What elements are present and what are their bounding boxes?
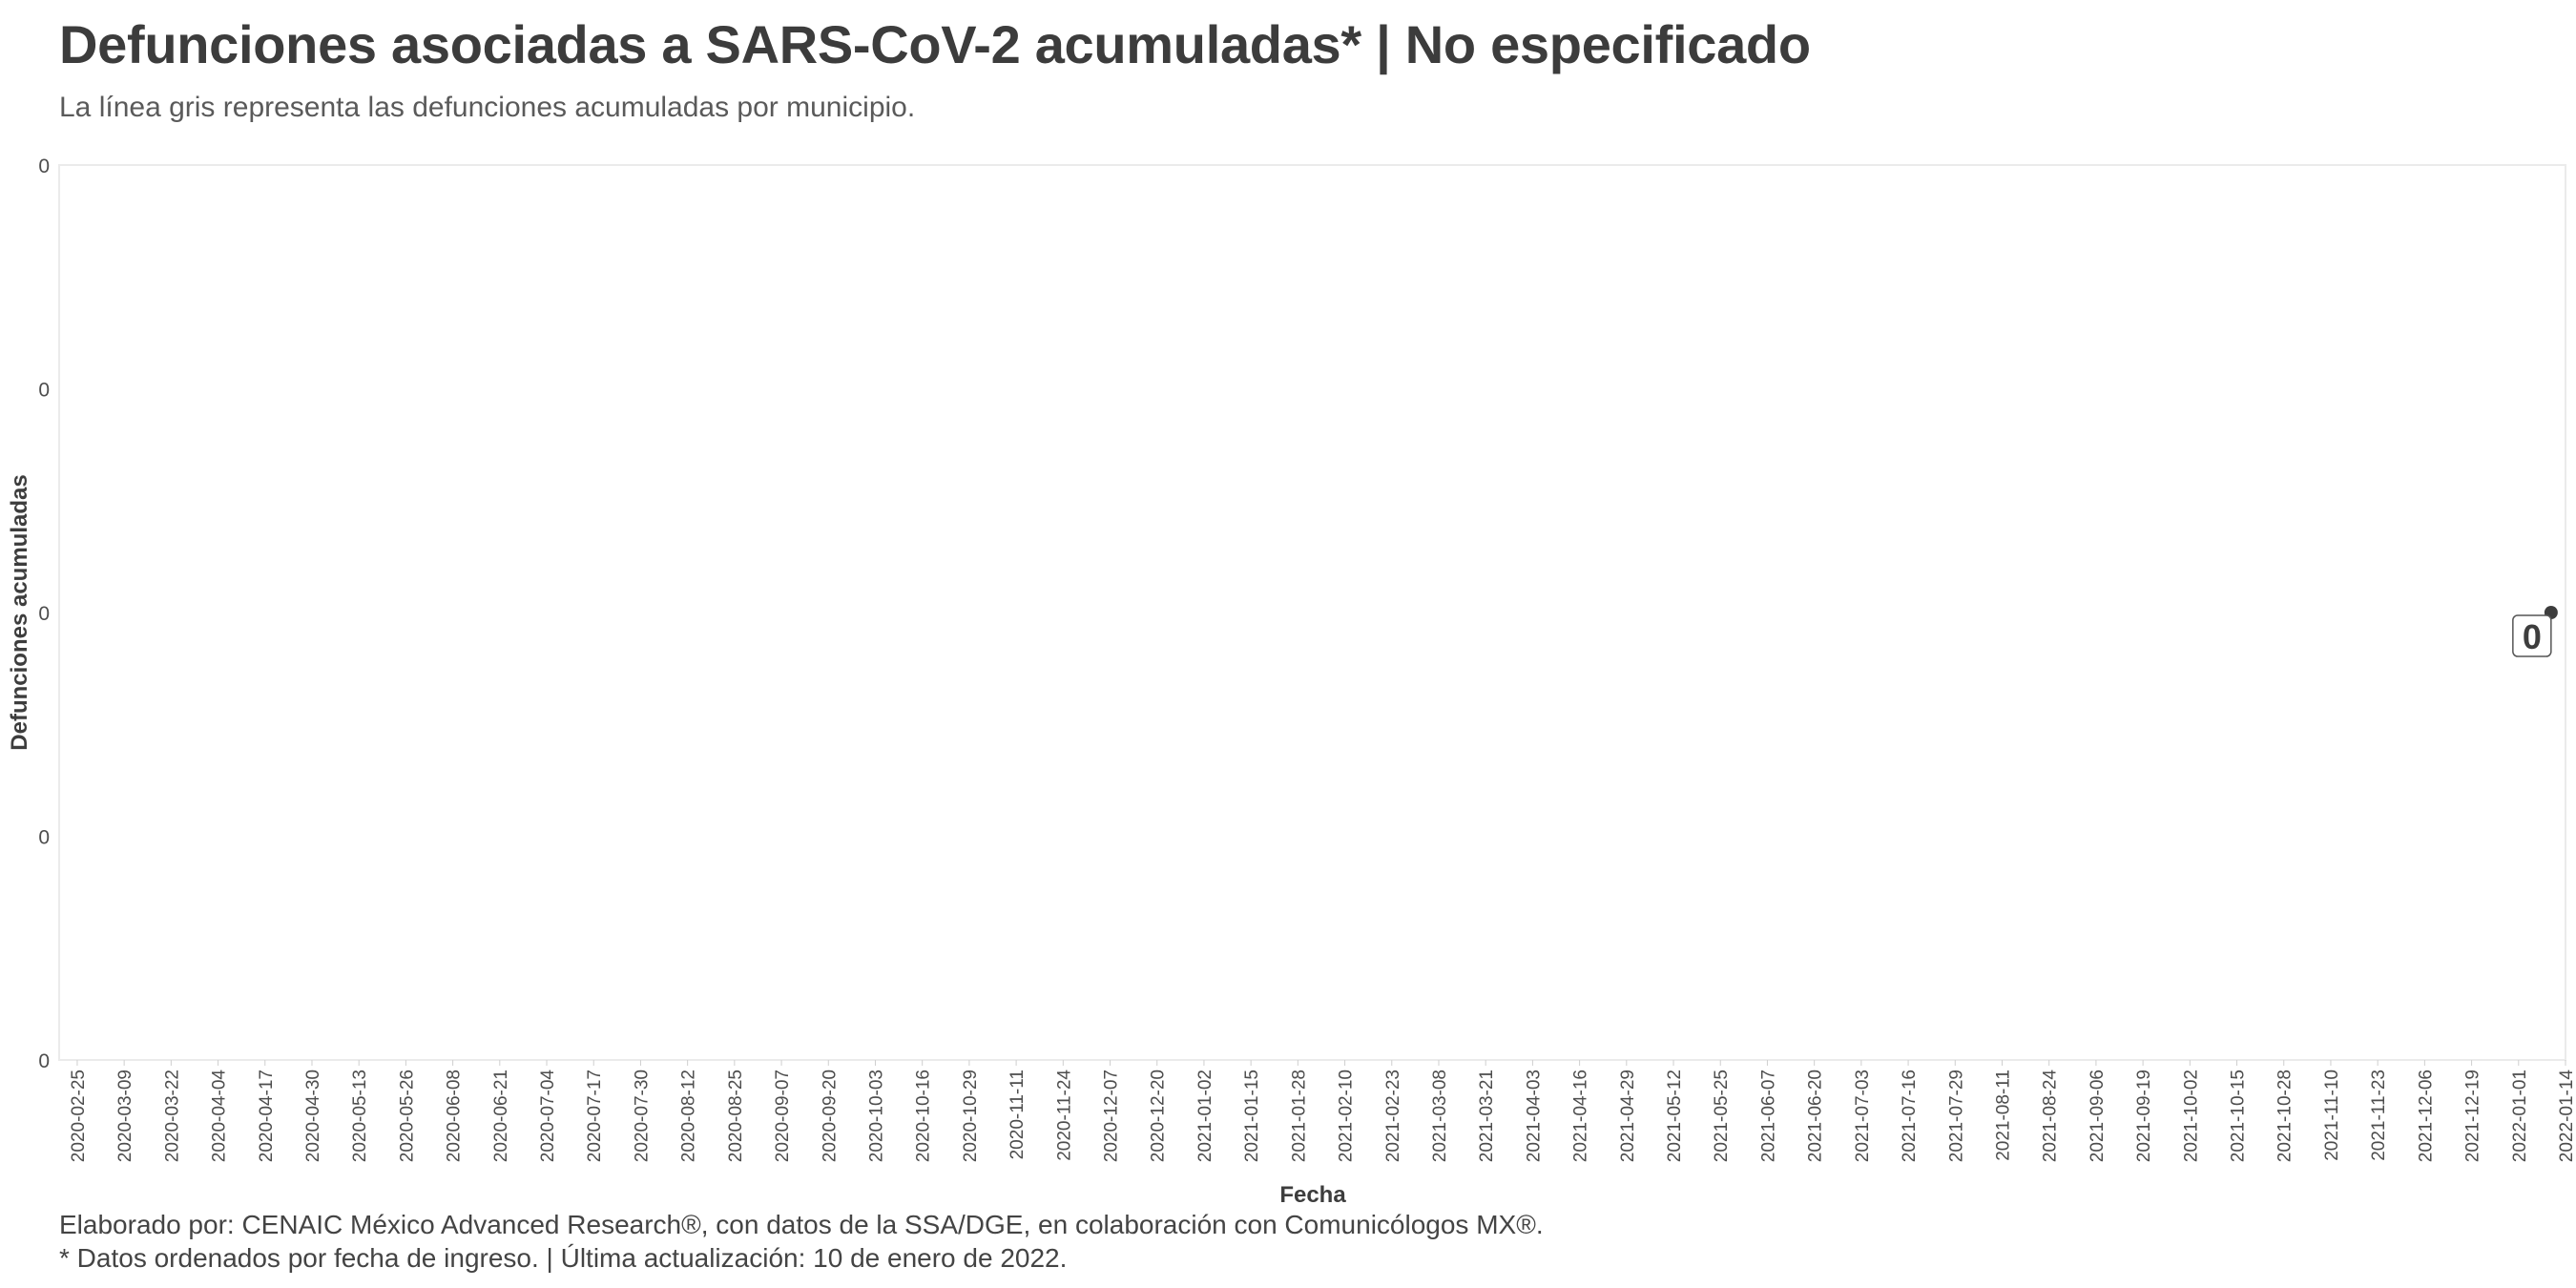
x-tick-label: 2021-10-15 [2229,1070,2249,1162]
x-tick-label: 2020-06-08 [445,1070,465,1162]
x-tick-label: 2020-02-25 [69,1070,89,1162]
caption-source: Elaborado por: CENAIC México Advanced Re… [59,1210,1544,1239]
x-tick-label: 2020-05-13 [350,1070,370,1162]
x-tick-label: 2021-07-03 [1853,1070,1873,1162]
x-tick-label: 2020-12-20 [1149,1070,1169,1162]
x-tick-label: 2021-01-02 [1195,1070,1215,1162]
x-tick-label: 2022-01-01 [2510,1070,2530,1162]
x-tick-label: 2021-09-19 [2134,1070,2154,1162]
y-tick-label: 0 [38,827,50,849]
x-tick-label: 2020-04-30 [303,1070,323,1162]
x-tick-label: 2020-07-30 [632,1070,652,1162]
series-marks: 0 [2512,606,2558,657]
x-tick-label: 2020-05-26 [397,1070,417,1162]
x-tick-label: 2021-10-28 [2275,1070,2296,1162]
x-tick-label: 2021-04-29 [1618,1070,1638,1162]
x-tick-label: 2020-08-25 [726,1070,746,1162]
x-tick-label: 2021-12-19 [2463,1070,2483,1162]
caption-note: * Datos ordenados por fecha de ingreso. … [59,1243,1068,1273]
x-axis-ticks: 2020-02-25 2020-03-09 2020-03-22 2020-04-04… [69,1060,2576,1162]
x-tick-label: 2022-01-14 [2557,1070,2576,1163]
x-tick-label: 2020-06-21 [491,1070,511,1162]
x-tick-label: 2021-07-16 [1900,1070,1920,1162]
x-tick-label: 2020-10-29 [961,1070,981,1162]
y-tick-label: 0 [38,603,50,625]
x-tick-label: 2020-04-04 [210,1070,230,1163]
x-tick-label: 2020-09-20 [820,1070,840,1162]
x-tick-label: 2021-06-07 [1758,1070,1778,1162]
y-tick-label: 0 [38,156,50,177]
y-tick-label: 0 [38,380,50,402]
x-tick-label: 2020-09-07 [773,1070,793,1162]
plot-panel [58,164,2566,1061]
data-label-box [2512,614,2552,657]
x-tick-label: 2021-01-28 [1289,1070,1309,1162]
x-tick-label: 2020-04-17 [257,1070,277,1162]
x-tick-label: 2021-08-24 [2041,1070,2061,1163]
data-label: 0 [2523,617,2542,656]
x-tick-label: 2021-03-08 [1430,1070,1450,1162]
x-tick-label: 2020-11-11 [1008,1070,1028,1159]
chart-subtitle: La línea gris representa las defunciones… [59,92,916,123]
x-tick-label: 2020-08-12 [679,1070,699,1162]
x-tick-label: 2021-07-29 [1946,1070,1966,1162]
x-tick-label: 2020-07-04 [538,1070,558,1163]
x-tick-label: 2020-12-07 [1102,1070,1122,1162]
x-tick-label: 2021-11-23 [2369,1070,2389,1161]
x-tick-label: 2020-07-17 [585,1070,605,1162]
x-tick-label: 2021-06-20 [1806,1070,1826,1162]
chart-title: Defunciones asociadas a SARS-CoV-2 acumu… [59,14,1811,74]
x-tick-label: 2021-05-12 [1665,1070,1685,1162]
x-tick-label: 2020-11-24 [1054,1070,1074,1161]
y-tick-label: 0 [38,1050,50,1072]
x-tick-label: 2021-04-16 [1571,1070,1591,1162]
x-tick-label: 2021-02-10 [1337,1070,1357,1162]
x-tick-label: 2021-05-25 [1712,1070,1732,1162]
x-tick-label: 2020-03-09 [115,1070,135,1162]
x-tick-label: 2021-12-06 [2416,1070,2436,1162]
x-tick-label: 2021-03-21 [1477,1070,1497,1162]
x-tick-label: 2021-09-06 [2088,1070,2108,1162]
x-tick-label: 2021-11-10 [2322,1070,2342,1161]
x-tick-label: 2021-01-15 [1242,1070,1262,1162]
x-tick-label: 2021-10-02 [2181,1070,2201,1162]
x-tick-label: 2020-03-22 [162,1070,182,1162]
y-axis-label: Defunciones acumuladas [7,474,32,750]
x-tick-label: 2020-10-16 [914,1070,934,1162]
x-axis-label: Fecha [1279,1182,1346,1208]
x-tick-label: 2020-10-03 [866,1070,886,1162]
x-tick-label: 2021-08-11 [1993,1070,2013,1161]
x-tick-label: 2021-04-03 [1524,1070,1544,1162]
x-tick-label: 2021-02-23 [1383,1070,1403,1162]
y-axis-ticks: 0 0 0 0 0 [38,156,50,1072]
